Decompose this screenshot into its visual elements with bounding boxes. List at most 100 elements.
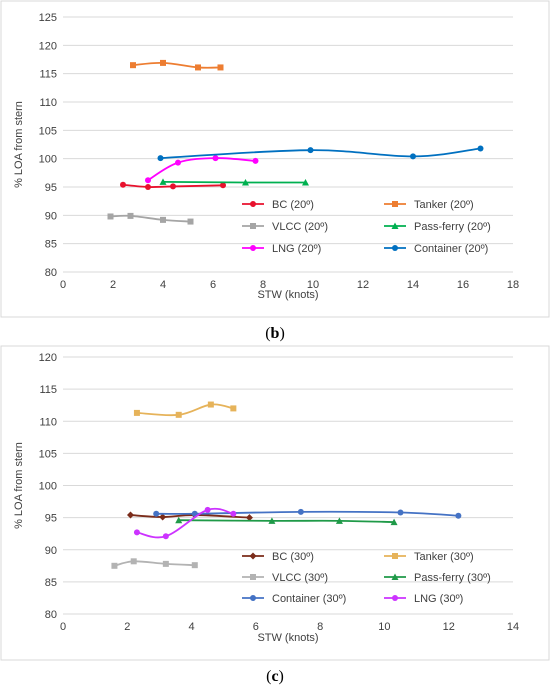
c-series-bc-30-line <box>130 514 250 519</box>
b-series-vlcc-20-point-0 <box>107 213 114 220</box>
b-x-tick-label-5: 10 <box>307 279 319 291</box>
c-series-container-30-point-4 <box>455 512 462 519</box>
c-legend-swatch-marker-0 <box>249 552 257 560</box>
b-legend-swatch-marker-3 <box>391 222 399 229</box>
b-series-container-20-point-2 <box>410 153 416 160</box>
b-y-tick-label-1: 85 <box>45 239 57 251</box>
c-x-tick-label-4: 8 <box>317 621 323 633</box>
c-x-tick-label-3: 6 <box>253 621 259 633</box>
c-legend-label-3: Pass-ferry (30º) <box>414 572 491 584</box>
panel-frame-c <box>0 345 550 661</box>
b-series-container-20-line <box>160 147 481 159</box>
c-series-pass-ferry-30-point-2 <box>335 517 343 524</box>
c-series-lng-30 <box>133 506 237 540</box>
c-series-vlcc-30-point-2 <box>162 560 169 567</box>
b-series-tanker-20-line <box>132 61 221 69</box>
b-legend-label-0: BC (20º) <box>272 199 314 211</box>
c-x-tick-label-0: 0 <box>60 621 66 633</box>
c-series-pass-ferry-30 <box>175 516 398 526</box>
b-x-axis-title: STW (knots) <box>257 289 318 301</box>
c-series-pass-ferry-30-point-1 <box>268 517 276 524</box>
c-y-tick-label-5: 105 <box>39 448 57 460</box>
b-x-tick-label-8: 16 <box>457 279 469 291</box>
c-x-tick-label-2: 4 <box>189 621 195 633</box>
b-y-axis-title: % LOA from stern <box>13 101 25 188</box>
c-series-container-30-point-0 <box>153 510 160 517</box>
c-legend-item-container-30: Container (30º) <box>242 593 346 605</box>
b-series-pass-ferry-20 <box>159 178 309 186</box>
b-legend-item-pass-ferry-20: Pass-ferry (20º) <box>384 221 491 233</box>
b-x-tick-label-3: 6 <box>210 279 216 291</box>
b-series-tanker-20 <box>130 59 224 71</box>
c-legend-swatch-marker-4 <box>250 595 256 601</box>
c-legend-item-pass-ferry-30: Pass-ferry (30º) <box>384 572 491 584</box>
c-series-vlcc-30-point-3 <box>191 562 198 569</box>
b-series-bc-20-point-3 <box>220 182 226 189</box>
b-series-vlcc-20-line <box>110 214 191 223</box>
b-series-container-20 <box>157 145 484 162</box>
c-series-tanker-30-point-0 <box>133 409 140 416</box>
b-series-container-20-point-0 <box>157 155 164 162</box>
b-series-bc-20 <box>120 181 226 190</box>
b-legend-label-1: Tanker (20º) <box>414 199 474 211</box>
b-legend-item-lng-20: LNG (20º) <box>242 243 321 255</box>
b-series-vlcc-20-point-1 <box>127 212 134 219</box>
c-x-tick-label-6: 12 <box>443 621 455 633</box>
b-x-tick-label-0: 0 <box>60 279 66 291</box>
b-series-lng-20-point-1 <box>175 159 181 166</box>
c-series-vlcc-30-point-0 <box>111 562 118 569</box>
b-series-lng-20-point-3 <box>252 157 259 164</box>
b-legend-swatch-marker-5 <box>392 245 398 251</box>
c-series-vlcc-30-line <box>114 560 195 567</box>
b-series-pass-ferry-20-point-2 <box>302 178 309 186</box>
b-legend-label-3: Pass-ferry (20º) <box>414 221 491 233</box>
chart-c: 80 85 90 95 100 105 110 115 120 0 2 4 6 8 10 12 14 STW (k… <box>13 352 519 644</box>
c-series-lng-30-point-1 <box>162 533 169 540</box>
c-y-tick-label-1: 85 <box>45 577 57 589</box>
b-series-tanker-20-point-1 <box>160 59 166 66</box>
b-legend-label-2: VLCC (20º) <box>272 221 328 233</box>
b-legend-swatch-marker-4 <box>250 245 256 251</box>
c-series-bc-30-point-0 <box>127 511 134 519</box>
b-series-tanker-20-point-2 <box>195 64 201 71</box>
panel-label-c: (c) <box>266 668 284 685</box>
c-series-vlcc-30-point-1 <box>130 558 137 565</box>
c-series-bc-30-point-3 <box>245 514 253 522</box>
c-series-tanker-30 <box>133 401 237 418</box>
b-series-vlcc-20-point-3 <box>187 218 194 225</box>
b-legend-swatch-marker-0 <box>250 201 256 207</box>
c-legend-label-1: Tanker (30º) <box>414 551 474 563</box>
c-x-tick-label-1: 2 <box>124 621 130 633</box>
c-series-lng-30-line <box>136 507 234 539</box>
b-series-lng-20-line <box>147 157 256 181</box>
b-y-tick-label-7: 115 <box>39 69 57 81</box>
c-series-container-30 <box>153 508 462 519</box>
b-legend-label-4: LNG (20º) <box>272 243 321 255</box>
b-x-tick-label-9: 18 <box>507 279 519 291</box>
b-legend-swatch-marker-1 <box>392 201 398 207</box>
b-series-bc-20-point-2 <box>170 183 176 190</box>
c-series-tanker-30-point-1 <box>175 411 182 418</box>
b-legend-item-container-20: Container (20º) <box>384 243 488 255</box>
b-series-bc-20-point-0 <box>120 181 126 188</box>
b-y-tick-label-6: 110 <box>39 97 57 109</box>
c-y-tick-label-2: 90 <box>45 545 57 557</box>
c-series-pass-ferry-30-point-0 <box>175 516 183 524</box>
c-x-tick-label-7: 14 <box>507 621 519 633</box>
c-legend-swatch-marker-3 <box>391 573 399 580</box>
b-y-tick-label-8: 120 <box>39 40 57 52</box>
b-series-tanker-20-point-0 <box>130 62 136 69</box>
c-y-tick-label-0: 80 <box>45 609 57 621</box>
panel-label-b: (b) <box>265 325 285 342</box>
c-legend-swatch-marker-1 <box>392 553 398 559</box>
c-legend-item-bc-30: BC (30º) <box>242 551 314 563</box>
b-x-tick-label-2: 4 <box>160 279 166 291</box>
c-y-tick-label-6: 110 <box>39 416 57 428</box>
c-legend-item-tanker-30: Tanker (30º) <box>384 551 474 563</box>
b-y-tick-label-9: 125 <box>39 12 57 24</box>
c-series-pass-ferry-30-point-3 <box>390 518 398 526</box>
b-y-tick-label-4: 100 <box>39 154 57 166</box>
c-series-tanker-30-line <box>136 403 234 417</box>
b-series-pass-ferry-20-line <box>162 181 306 184</box>
c-x-axis-title: STW (knots) <box>257 632 318 644</box>
